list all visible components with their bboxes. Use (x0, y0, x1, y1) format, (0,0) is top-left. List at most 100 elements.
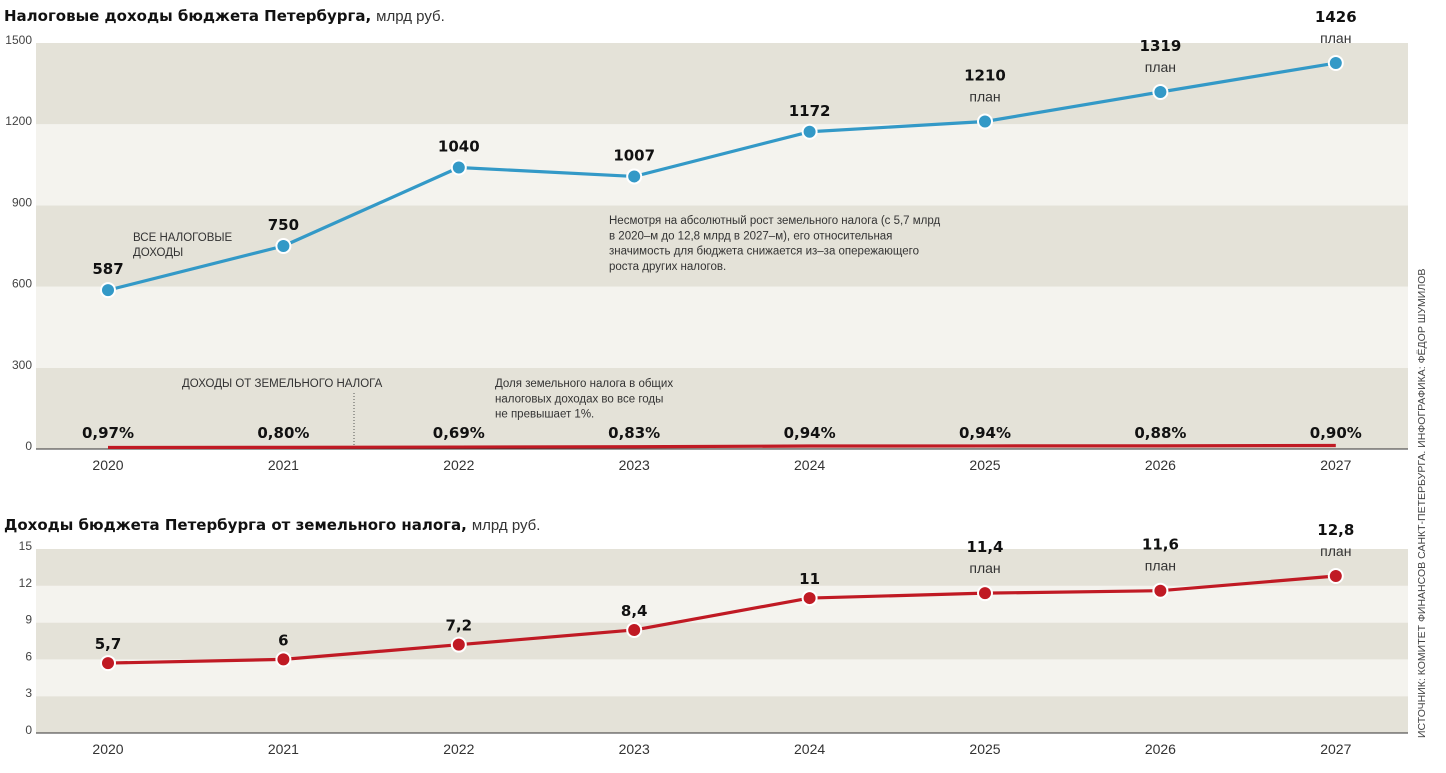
land-line (107, 574, 1336, 665)
total-point (977, 113, 993, 130)
total-y-tick-label: 1500 (5, 33, 32, 47)
total-plan-label: план (969, 88, 1000, 104)
land-series-name: ДОХОДЫ ОТ ЗЕМЕЛЬНОГО НАЛОГА (182, 378, 383, 390)
land-x-tick-label: 2020 (92, 741, 123, 757)
land-x-tick-label: 2026 (1145, 741, 1176, 757)
total-grid-band (36, 367, 1408, 449)
total-x-tick-label: 2023 (619, 457, 650, 473)
land-share-label: 0,83% (608, 424, 660, 442)
land-grid-band (36, 659, 1408, 697)
total-title-unit: млрд руб. (376, 8, 445, 25)
land-title: Доходы бюджета Петербурга от земельного … (4, 516, 540, 534)
land-y-tick-label: 3 (25, 686, 32, 700)
total-point (100, 282, 116, 299)
annotation-share: не превышает 1%. (495, 409, 594, 421)
total-y-tick-label: 0 (25, 439, 32, 453)
land-plan-label: план (1320, 543, 1351, 559)
land-y-tick-label: 0 (25, 723, 32, 737)
total-point (1152, 83, 1169, 100)
land-grid-band (36, 585, 1408, 623)
land-x-tick-label: 2023 (619, 741, 650, 757)
total-data-label: 1319 (1140, 37, 1182, 55)
land-plan-label: план (969, 560, 1000, 576)
land-y-tick-label: 9 (25, 613, 32, 627)
land-point (1152, 582, 1169, 599)
land-title-main: Доходы бюджета Петербурга от земельного … (4, 516, 467, 534)
land-data-label: 7,2 (446, 617, 473, 635)
land-data-label: 5,7 (95, 635, 122, 653)
total-y-tick-label: 300 (12, 358, 32, 372)
land-point (100, 655, 116, 672)
land-grid-band (36, 696, 1408, 733)
land-share-label: 0,88% (1134, 424, 1186, 442)
total-series-name: ВСЕ НАЛОГОВЫЕ (133, 232, 233, 244)
total-x-tick-label: 2027 (1320, 457, 1351, 473)
total-point (275, 238, 292, 254)
land-data-label: 6 (278, 631, 288, 649)
land-title-unit: млрд руб. (472, 517, 541, 534)
total-data-label: 1210 (964, 66, 1006, 84)
land-share-label: 0,97% (82, 424, 134, 442)
land-point (801, 590, 818, 607)
annotation-main: значимость для бюджета снижается из–за о… (609, 246, 919, 258)
land-x-tick-label: 2024 (794, 741, 825, 757)
land-data-label: 11 (799, 570, 820, 588)
total-plan-label: план (1320, 30, 1351, 46)
total-grid-band (36, 43, 1408, 125)
land-grid-band (36, 622, 1408, 660)
total-data-label: 1426 (1315, 8, 1357, 26)
land-point (275, 651, 292, 668)
total-point (626, 168, 643, 185)
total-data-label: 1007 (613, 146, 655, 164)
total-x-tick-label: 2020 (92, 457, 123, 473)
total-series-name: ДОХОДЫ (133, 247, 183, 259)
land-data-label: 8,4 (621, 602, 648, 620)
annotation-main: роста других налогов. (609, 261, 726, 273)
total-x-tick-label: 2024 (794, 457, 825, 473)
land-grid-band (36, 549, 1408, 586)
land-x-tick-label: 2025 (969, 741, 1000, 757)
land-data-label: 11,4 (966, 538, 1003, 556)
total-plan-label: план (1145, 59, 1176, 75)
source-credit: ИСТОЧНИК: КОМИТЕТ ФИНАНСОВ САНКТ-ПЕТЕРБУ… (1416, 269, 1428, 738)
total-x-tick-label: 2026 (1145, 457, 1176, 473)
total-y-tick-label: 1200 (5, 114, 32, 128)
land-share-label: 0,94% (959, 424, 1011, 442)
total-grid-band (36, 124, 1408, 206)
total-data-label: 1040 (438, 138, 480, 156)
land-y-tick-label: 12 (19, 576, 33, 590)
total-y-tick-label: 600 (12, 277, 32, 291)
land-plan-label: план (1145, 558, 1176, 574)
total-x-tick-label: 2025 (969, 457, 1000, 473)
total-title: Налоговые доходы бюджета Петербурга, млрд… (4, 7, 445, 25)
total-grid-band (36, 205, 1408, 287)
land-x-tick-label: 2027 (1320, 741, 1351, 757)
total-title-main: Налоговые доходы бюджета Петербурга, (4, 7, 371, 25)
total-x-tick-label: 2022 (443, 457, 474, 473)
total-data-label: 1172 (789, 102, 831, 120)
total-revenue-chart: Налоговые доходы бюджета Петербурга, млрд… (4, 7, 1408, 473)
land-y-tick-label: 6 (25, 649, 32, 663)
total-point (450, 159, 467, 176)
land-y-tick-label: 15 (19, 539, 33, 553)
total-point (801, 123, 818, 140)
annotation-main: в 2020–м до 12,8 млрд в 2027–м), его отн… (609, 230, 892, 242)
total-data-label: 587 (92, 260, 123, 278)
land-point (450, 636, 467, 653)
total-point (1327, 55, 1344, 72)
total-line (107, 61, 1337, 292)
annotation-main: Несмотря на абсолютный рост земельного н… (609, 215, 941, 227)
land-data-label: 11,6 (1142, 536, 1179, 554)
annotation-share: Доля земельного налога в общих (495, 378, 673, 390)
total-x-tick-label: 2021 (268, 457, 299, 473)
land-share-label: 0,80% (257, 424, 309, 442)
land-point (977, 585, 993, 602)
land-data-label: 12,8 (1317, 521, 1354, 539)
land-share-label: 0,94% (784, 424, 836, 442)
land-x-tick-label: 2022 (443, 741, 474, 757)
land-tax-chart: Доходы бюджета Петербурга от земельного … (4, 516, 1408, 757)
land-share-line (107, 443, 1336, 450)
land-point (1327, 567, 1344, 584)
total-grid-band (36, 286, 1408, 368)
